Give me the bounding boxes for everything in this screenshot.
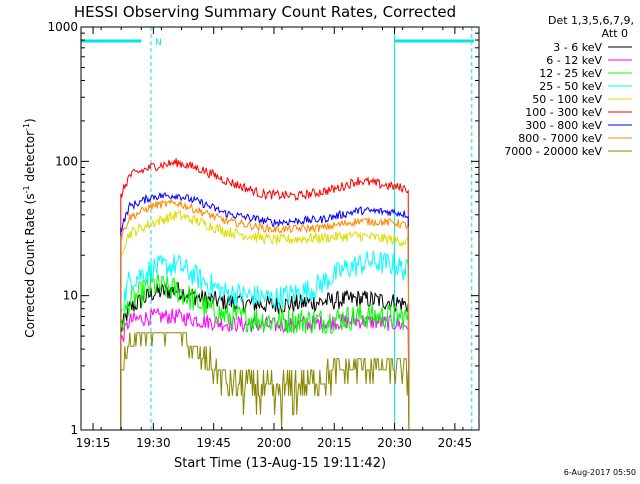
y-axis-title-sup2: -1 [22, 123, 31, 131]
y-axis-title-mid: detector [23, 131, 37, 186]
plot-frame [80, 26, 480, 431]
y-tick-label-1: 10 [63, 289, 78, 303]
y-axis-title-main: Corrected Count Rate (s [23, 193, 37, 337]
y-tick-label-3: 1000 [47, 20, 78, 34]
axes-layer: 19:15 19:30 19:45 20:00 20:15 20:30 20:45 1 10 10… [47, 20, 479, 450]
y-axis-title-sup1: -1 [22, 185, 31, 193]
legend-label-3: 25 - 50 keV [539, 80, 602, 93]
x-axis-title: Start Time (13-Aug-15 19:11:42) [174, 456, 386, 471]
x-tick-label-0: 19:15 [76, 436, 111, 450]
legend-header-line2: Att 0 [602, 27, 628, 40]
legend-label-0: 3 - 6 keV [553, 41, 602, 54]
series-line-0 [120, 281, 410, 431]
chart-title: HESSI Observing Summary Count Rates, Cor… [74, 3, 456, 21]
legend-label-7: 800 - 7000 keV [518, 132, 602, 145]
legend-label-4: 50 - 100 keV [532, 93, 602, 106]
footer-timestamp: 6-Aug-2017 05:50 [564, 468, 636, 477]
legend-label-2: 12 - 25 keV [539, 67, 602, 80]
y-tick-label-2: 100 [55, 154, 78, 168]
series-line-4 [120, 209, 410, 431]
series-layer [120, 158, 410, 431]
legend-header-line1: Det 1,3,5,6,7,9, [548, 14, 634, 27]
series-line-5 [120, 158, 410, 431]
y-axis-title: Corrected Count Rate (s-1 detector-1) [22, 118, 37, 337]
x-tick-label-3: 20:00 [257, 436, 292, 450]
series-line-7 [120, 197, 410, 431]
y-axis-title-end: ) [23, 118, 37, 123]
x-tick-label-1: 19:30 [136, 436, 171, 450]
series-line-8 [120, 332, 410, 431]
x-tick-label-2: 19:45 [196, 436, 231, 450]
series-line-3 [120, 250, 410, 431]
x-tick-label-5: 20:30 [377, 436, 412, 450]
y-tick-label-0: 1 [70, 423, 78, 437]
legend-label-6: 300 - 800 keV [525, 119, 602, 132]
x-tick-label-4: 20:15 [317, 436, 352, 450]
legend-label-1: 6 - 12 keV [546, 54, 602, 67]
series-line-6 [120, 192, 410, 431]
flag-layer: N [80, 27, 475, 430]
legend-label-8: 7000 - 20000 keV [504, 145, 602, 158]
x-tick-label-6: 20:45 [438, 436, 473, 450]
legend-label-5: 100 - 300 keV [525, 106, 602, 119]
night-flag-label: N [155, 38, 162, 48]
series-line-2 [120, 273, 410, 431]
